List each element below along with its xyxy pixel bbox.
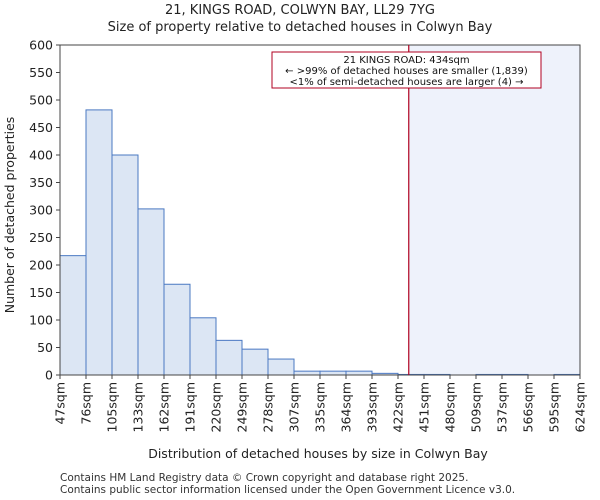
x-tick-label: 537sqm	[495, 382, 510, 432]
title-line-1: 21, KINGS ROAD, COLWYN BAY, LL29 7YG	[164, 3, 436, 18]
x-tick-label: 162sqm	[157, 382, 172, 432]
bar-220sqm	[215, 339, 243, 376]
bar-47sqm	[59, 255, 87, 376]
marker-annotation-line: <1% of semi-detached houses are larger (…	[289, 77, 523, 88]
x-tick-label: 451sqm	[417, 382, 432, 432]
bar-335sqm	[319, 370, 347, 376]
x-tick-label: 133sqm	[131, 382, 146, 432]
x-tick-label: 47sqm	[53, 382, 68, 425]
x-tick-label: 595sqm	[547, 382, 562, 432]
y-tick-label: 450	[29, 120, 53, 135]
y-tick-label: 400	[29, 148, 53, 163]
x-ticks: 47sqm 76sqm 105sqm 133sqm 162sqm 191sqm 220sqm…	[53, 375, 588, 432]
y-tick-label: 300	[29, 203, 53, 218]
y-axis-label: Number of detached properties	[2, 117, 17, 314]
x-tick-label: 105sqm	[105, 382, 120, 432]
x-tick-label: 278sqm	[261, 382, 276, 432]
marker-annotation-line: 21 KINGS ROAD: 434sqm	[343, 55, 469, 66]
chart-title: 21, KINGS ROAD, COLWYN BAY, LL29 7YG Siz…	[0, 2, 600, 36]
bar-162sqm	[163, 283, 191, 376]
x-tick-label: 191sqm	[183, 382, 198, 432]
y-tick-label: 50	[37, 340, 53, 355]
footer-line-1: Contains HM Land Registry data © Crown c…	[60, 472, 469, 484]
title-line-2: Size of property relative to detached ho…	[107, 20, 493, 35]
x-axis-label: Distribution of detached houses by size …	[148, 446, 488, 461]
y-tick-label: 250	[29, 230, 53, 245]
x-tick-label: 307sqm	[287, 382, 302, 432]
x-tick-label: 566sqm	[521, 382, 536, 432]
bars	[59, 109, 581, 376]
property-marker: 21 KINGS ROAD: 434sqm← >99% of detached …	[271, 45, 542, 375]
bar-105sqm	[111, 154, 139, 376]
y-tick-label: 350	[29, 175, 53, 190]
bar-191sqm	[189, 317, 217, 376]
x-tick-label: 624sqm	[573, 382, 588, 432]
y-tick-label: 200	[29, 258, 53, 273]
y-tick-label: 0	[45, 368, 53, 383]
x-tick-label: 422sqm	[391, 382, 406, 432]
y-tick-label: 150	[29, 285, 53, 300]
marker-annotation-line: ← >99% of detached houses are smaller (1…	[285, 66, 528, 77]
x-tick-label: 335sqm	[313, 382, 328, 432]
shaded-region	[408, 45, 580, 375]
bar-364sqm	[345, 370, 373, 376]
marker-annotation-box	[271, 51, 542, 89]
bar-133sqm	[137, 208, 165, 376]
y-tick-label: 100	[29, 313, 53, 328]
bar-278sqm	[267, 358, 295, 376]
x-tick-label: 393sqm	[365, 382, 380, 432]
bar-249sqm	[241, 348, 269, 376]
larger-region-shade	[408, 45, 580, 375]
footer: Contains HM Land Registry data © Crown c…	[60, 472, 515, 496]
y-tick-label: 600	[29, 38, 53, 53]
x-tick-label: 249sqm	[235, 382, 250, 432]
y-tick-label: 500	[29, 93, 53, 108]
bar-76sqm	[85, 109, 113, 376]
x-tick-label: 76sqm	[79, 382, 94, 425]
footer-line-2: Contains public sector information licen…	[60, 484, 516, 496]
x-tick-label: 364sqm	[339, 382, 354, 432]
bar-307sqm	[293, 370, 321, 376]
x-tick-label: 220sqm	[209, 382, 224, 432]
y-tick-label: 550	[29, 65, 53, 80]
x-tick-label: 509sqm	[469, 382, 484, 432]
y-ticks: 0 50 100 150 200 250 300 350 400 450 500 550 600	[29, 38, 60, 383]
x-tick-label: 480sqm	[443, 382, 458, 432]
